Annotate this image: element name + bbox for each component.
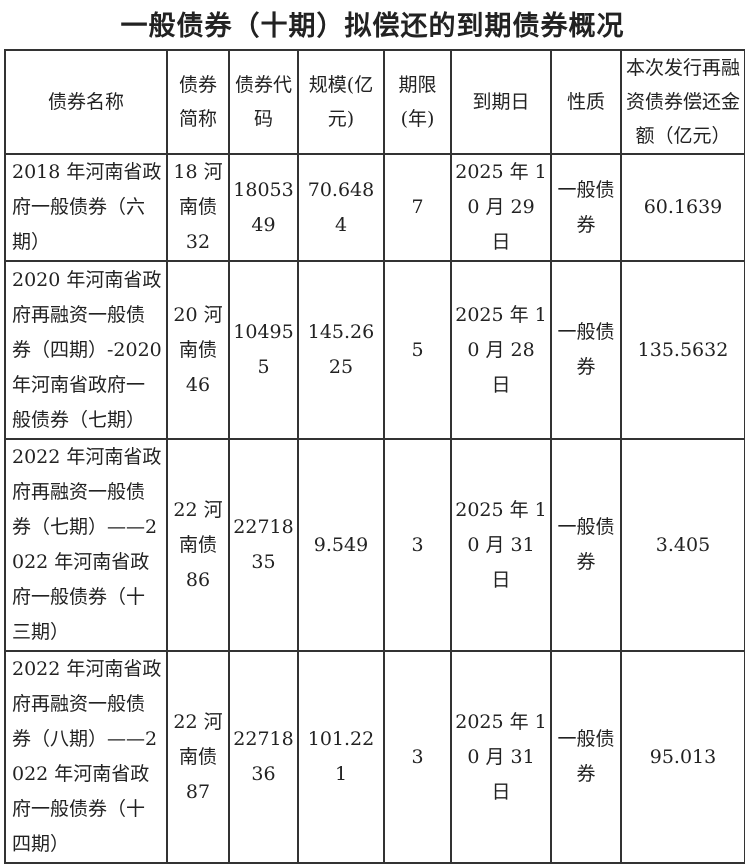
header-row: 债券名称 债券简称 债券代码 规模(亿元) 期限(年) 到期日 性质 本次发行再… xyxy=(4,49,745,155)
cell-term: 3 xyxy=(383,650,452,864)
cell-type: 一般债券 xyxy=(550,650,622,864)
cell-code: 2271835 xyxy=(228,438,299,652)
header-scale: 规模(亿元) xyxy=(297,49,385,155)
header-short-name: 债券简称 xyxy=(166,49,230,155)
header-code: 债券代码 xyxy=(228,49,299,155)
table-row: 2018 年河南省政府一般债券（六期） 18 河南债 32 1805349 70… xyxy=(4,153,745,262)
cell-bond-name: 2020 年河南省政府再融资一般债券（四期）-2020 年河南省政府一般债券（七… xyxy=(4,260,168,440)
cell-short-name: 22 河南债 87 xyxy=(166,650,230,864)
cell-type: 一般债券 xyxy=(550,260,622,440)
table-row: 2020 年河南省政府再融资一般债券（四期）-2020 年河南省政府一般债券（七… xyxy=(4,260,745,440)
header-bond-name: 债券名称 xyxy=(4,49,168,155)
header-maturity: 到期日 xyxy=(450,49,552,155)
cell-type: 一般债券 xyxy=(550,153,622,262)
cell-term: 5 xyxy=(383,260,452,440)
table-row: 2022 年河南省政府再融资一般债券（七期）——2022 年河南省政府一般债券（… xyxy=(4,438,745,652)
cell-repay-amount: 95.013 xyxy=(620,650,745,864)
document-title: 一般债券（十期）拟偿还的到期债券概况 xyxy=(120,11,625,42)
cell-short-name: 22 河南债 86 xyxy=(166,438,230,652)
cell-scale: 101.221 xyxy=(297,650,385,864)
table-row: 2022 年河南省政府再融资一般债券（八期）——2022 年河南省政府一般债券（… xyxy=(4,650,745,864)
cell-code: 1805349 xyxy=(228,153,299,262)
header-repay-amount: 本次发行再融资债券偿还金额（亿元） xyxy=(620,49,745,155)
cell-maturity: 2025 年 10 月 31 日 xyxy=(450,650,552,864)
cell-scale: 145.2625 xyxy=(297,260,385,440)
cell-type: 一般债券 xyxy=(550,438,622,652)
cell-repay-amount: 135.5632 xyxy=(620,260,745,440)
cell-term: 7 xyxy=(383,153,452,262)
cell-maturity: 2025 年 10 月 29 日 xyxy=(450,153,552,262)
cell-term: 3 xyxy=(383,438,452,652)
cell-repay-amount: 3.405 xyxy=(620,438,745,652)
cell-short-name: 20 河南债 46 xyxy=(166,260,230,440)
cell-bond-name: 2022 年河南省政府再融资一般债券（八期）——2022 年河南省政府一般债券（… xyxy=(4,650,168,864)
cell-maturity: 2025 年 10 月 28 日 xyxy=(450,260,552,440)
cell-maturity: 2025 年 10 月 31 日 xyxy=(450,438,552,652)
cell-code: 2271836 xyxy=(228,650,299,864)
cell-scale: 70.6484 xyxy=(297,153,385,262)
bond-table: 债券名称 债券简称 债券代码 规模(亿元) 期限(年) 到期日 性质 本次发行再… xyxy=(4,49,745,864)
cell-bond-name: 2022 年河南省政府再融资一般债券（七期）——2022 年河南省政府一般债券（… xyxy=(4,438,168,652)
cell-scale: 9.549 xyxy=(297,438,385,652)
header-type: 性质 xyxy=(550,49,622,155)
cell-code: 104955 xyxy=(228,260,299,440)
cell-short-name: 18 河南债 32 xyxy=(166,153,230,262)
cell-repay-amount: 60.1639 xyxy=(620,153,745,262)
cell-bond-name: 2018 年河南省政府一般债券（六期） xyxy=(4,153,168,262)
header-term: 期限(年) xyxy=(383,49,452,155)
